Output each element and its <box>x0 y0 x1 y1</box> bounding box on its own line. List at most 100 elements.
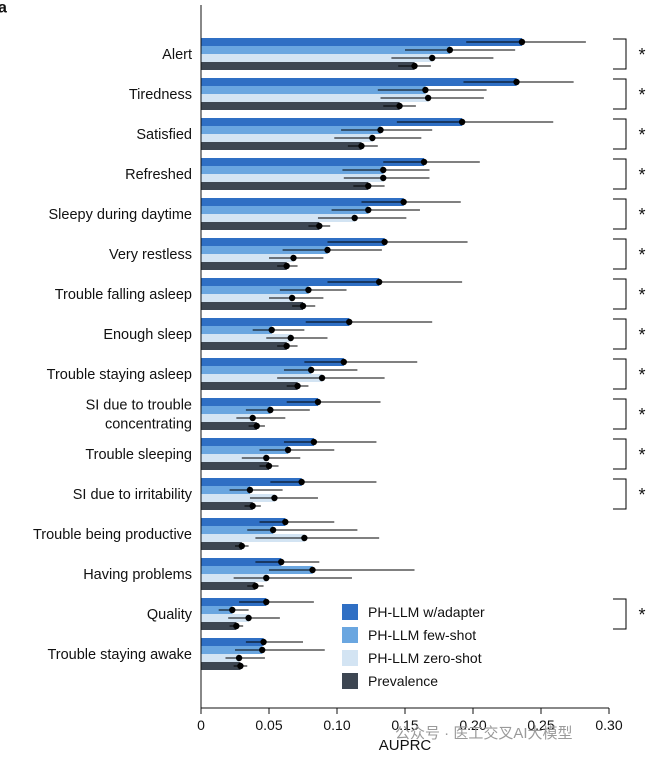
bar-ph-llm-few-shot-trouble-falling-asleep <box>201 286 309 294</box>
significance-star-si-due-to-trouble-concentrating: * <box>638 405 645 425</box>
point-prevalence-very-restless <box>283 262 290 270</box>
bar-ph-llm-few-shot-tiredness <box>201 86 426 94</box>
x-tick-label-5: 0.25 <box>527 717 554 733</box>
point-prevalence-si-due-to-irritability <box>249 502 256 510</box>
point-ph-llm-zero-shot-having-problems <box>263 574 270 582</box>
bar-ph-llm-zero-shot-sleepy-during-daytime <box>201 214 355 222</box>
point-ph-llm-few-shot-refreshed <box>380 166 387 174</box>
x-tick-label-4: 0.20 <box>459 717 486 733</box>
significance-bracket-satisfied <box>613 118 627 150</box>
legend-label-ph-llm-w-adapter: PH-LLM w/adapter <box>368 604 485 620</box>
legend-label-prevalence: Prevalence <box>368 673 438 689</box>
category-label-tiredness: Tiredness <box>129 87 192 103</box>
x-tick-label-0: 0 <box>197 717 205 733</box>
category-label-alert: Alert <box>162 47 192 63</box>
point-ph-llm-zero-shot-satisfied <box>369 134 376 142</box>
significance-bracket-trouble-falling-asleep <box>613 278 627 310</box>
point-ph-llm-zero-shot-enough-sleep <box>287 334 294 342</box>
significance-bracket-quality <box>613 598 627 630</box>
point-prevalence-trouble-staying-asleep <box>294 382 301 390</box>
point-prevalence-trouble-sleeping <box>265 462 273 470</box>
bar-ph-llm-w-adapter-sleepy-during-daytime <box>201 198 404 206</box>
bar-ph-llm-w-adapter-alert <box>201 38 522 46</box>
category-label-sleepy-during-daytime: Sleepy during daytime <box>49 207 192 223</box>
bar-ph-llm-w-adapter-tiredness <box>201 78 517 86</box>
bar-ph-llm-zero-shot-quality <box>201 614 249 622</box>
category-label-si-due-to-irritability: SI due to irritability <box>73 487 193 503</box>
bar-ph-llm-w-adapter-trouble-sleeping <box>201 438 314 446</box>
bar-ph-llm-zero-shot-tiredness <box>201 94 429 102</box>
point-ph-llm-few-shot-trouble-staying-asleep <box>307 366 315 374</box>
point-ph-llm-zero-shot-refreshed <box>380 174 387 182</box>
point-ph-llm-w-adapter-sleepy-during-daytime <box>400 198 407 206</box>
point-ph-llm-w-adapter-enough-sleep <box>346 318 353 326</box>
bar-ph-llm-zero-shot-trouble-being-productive <box>201 534 305 542</box>
bar-ph-llm-few-shot-quality <box>201 606 233 614</box>
bar-ph-llm-w-adapter-trouble-being-productive <box>201 518 286 526</box>
point-ph-llm-zero-shot-trouble-sleeping <box>263 454 270 462</box>
point-prevalence-refreshed <box>365 182 372 190</box>
category-label-quality: Quality <box>147 607 193 623</box>
significance-star-si-due-to-irritability: * <box>638 485 645 505</box>
point-prevalence-trouble-being-productive <box>238 542 245 550</box>
point-prevalence-tiredness <box>396 102 403 110</box>
bar-prevalence-si-due-to-trouble-concentrating <box>201 422 257 430</box>
bar-prevalence-trouble-staying-awake <box>201 662 241 670</box>
significance-bracket-tiredness <box>613 78 627 110</box>
point-ph-llm-few-shot-si-due-to-irritability <box>246 486 254 494</box>
bar-ph-llm-few-shot-trouble-staying-asleep <box>201 366 312 374</box>
bar-prevalence-trouble-falling-asleep <box>201 302 303 310</box>
point-prevalence-having-problems <box>252 582 259 590</box>
x-tick-label-2: 0.10 <box>323 717 350 733</box>
bar-ph-llm-zero-shot-satisfied <box>201 134 373 142</box>
bar-ph-llm-few-shot-sleepy-during-daytime <box>201 206 369 214</box>
bar-ph-llm-zero-shot-trouble-falling-asleep <box>201 294 293 302</box>
significance-bracket-enough-sleep <box>613 318 627 350</box>
point-ph-llm-few-shot-trouble-sleeping <box>284 446 292 454</box>
bar-ph-llm-w-adapter-trouble-staying-asleep <box>201 358 344 366</box>
bar-prevalence-tiredness <box>201 102 400 110</box>
significance-bracket-refreshed <box>613 158 627 190</box>
point-ph-llm-few-shot-trouble-falling-asleep <box>305 286 312 294</box>
bar-prevalence-trouble-being-productive <box>201 542 242 550</box>
significance-bracket-trouble-sleeping <box>613 438 627 470</box>
significance-star-quality: * <box>638 605 645 625</box>
panel-label: a <box>0 0 7 16</box>
point-ph-llm-zero-shot-trouble-staying-awake <box>235 654 243 662</box>
point-ph-llm-w-adapter-satisfied <box>458 118 466 126</box>
significance-bracket-si-due-to-irritability <box>613 478 627 510</box>
significance-star-trouble-staying-asleep: * <box>638 365 645 385</box>
bar-ph-llm-zero-shot-si-due-to-irritability <box>201 494 275 502</box>
category-label-refreshed: Refreshed <box>125 167 192 183</box>
category-label-trouble-sleeping: Trouble sleeping <box>85 447 192 463</box>
point-ph-llm-w-adapter-si-due-to-trouble-concentrating <box>314 398 322 406</box>
bar-ph-llm-few-shot-enough-sleep <box>201 326 272 334</box>
bar-ph-llm-w-adapter-having-problems <box>201 558 282 566</box>
bar-prevalence-sleepy-during-daytime <box>201 222 320 230</box>
category-label-si-due-to-trouble-concentrating: SI due to trouble concentrating <box>86 398 192 433</box>
bar-ph-llm-zero-shot-refreshed <box>201 174 384 182</box>
category-label-having-problems: Having problems <box>83 567 192 583</box>
bar-ph-llm-zero-shot-alert <box>201 54 433 62</box>
point-ph-llm-zero-shot-trouble-falling-asleep <box>288 294 296 302</box>
point-ph-llm-w-adapter-trouble-staying-awake <box>260 638 267 646</box>
bar-ph-llm-w-adapter-quality <box>201 598 267 606</box>
point-ph-llm-w-adapter-quality <box>263 598 270 606</box>
point-ph-llm-few-shot-having-problems <box>309 566 316 574</box>
significance-bracket-trouble-staying-asleep <box>613 358 627 390</box>
point-ph-llm-zero-shot-tiredness <box>424 94 432 102</box>
point-ph-llm-w-adapter-alert <box>518 38 526 46</box>
point-ph-llm-zero-shot-sleepy-during-daytime <box>351 214 358 222</box>
point-ph-llm-zero-shot-quality <box>245 614 252 622</box>
significance-star-tiredness: * <box>638 85 645 105</box>
bar-ph-llm-w-adapter-satisfied <box>201 118 463 126</box>
point-ph-llm-zero-shot-si-due-to-irritability <box>271 494 278 502</box>
point-ph-llm-few-shot-sleepy-during-daytime <box>365 206 372 214</box>
point-ph-llm-few-shot-trouble-being-productive <box>269 526 277 534</box>
bar-ph-llm-few-shot-si-due-to-irritability <box>201 486 250 494</box>
significance-star-trouble-falling-asleep: * <box>638 285 645 305</box>
point-ph-llm-zero-shot-trouble-staying-asleep <box>318 374 326 382</box>
point-ph-llm-zero-shot-alert <box>429 54 436 62</box>
bar-ph-llm-zero-shot-very-restless <box>201 254 294 262</box>
